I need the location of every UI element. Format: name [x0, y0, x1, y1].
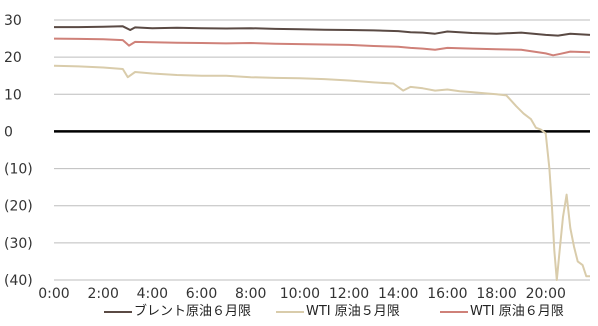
- y-axis-tick-labels: 30 20 10 0 (10) (20) (30) (40): [4, 13, 33, 289]
- x-tick-label: 14:00: [378, 286, 418, 302]
- x-tick-label: 2:00: [87, 286, 118, 302]
- y-tick-label: (20): [4, 199, 33, 215]
- series-line-0: [54, 25, 591, 37]
- x-tick-label: 10:00: [280, 286, 320, 302]
- x-axis-tick-labels: 0:00 2:00 4:00 6:00 8:00 10:00 12:00 14:00 16:00…: [38, 286, 566, 302]
- x-tick-label: 16:00: [427, 286, 467, 302]
- x-tick-label: 4:00: [137, 286, 168, 302]
- series-line-1: [53, 64, 590, 281]
- x-tick-label: 12:00: [329, 286, 369, 302]
- gridlines: [54, 19, 590, 281]
- x-tick-label: 18:00: [476, 286, 516, 302]
- x-tick-label: 0:00: [38, 286, 69, 302]
- series-lines: [53, 25, 591, 281]
- y-tick-label: 30: [4, 13, 22, 29]
- y-tick-label: (40): [4, 273, 33, 289]
- x-tick-label: 8:00: [235, 286, 266, 302]
- legend: ブレント原油６月限 WTI 原油５月限 WTI 原油６月限: [104, 303, 564, 319]
- y-tick-label: (30): [4, 236, 33, 252]
- y-tick-label: 0: [4, 124, 13, 140]
- y-tick-label: 10: [4, 87, 22, 103]
- x-tick-label: 6:00: [186, 286, 217, 302]
- legend-label-0: ブレント原油６月限: [134, 303, 251, 319]
- x-tick-label: 20:00: [526, 286, 566, 302]
- y-tick-label: (10): [4, 162, 33, 178]
- legend-label-2: WTI 原油６月限: [470, 304, 564, 319]
- y-tick-label: 20: [4, 50, 22, 66]
- series-line-2: [53, 37, 591, 57]
- legend-label-1: WTI 原油５月限: [306, 304, 400, 319]
